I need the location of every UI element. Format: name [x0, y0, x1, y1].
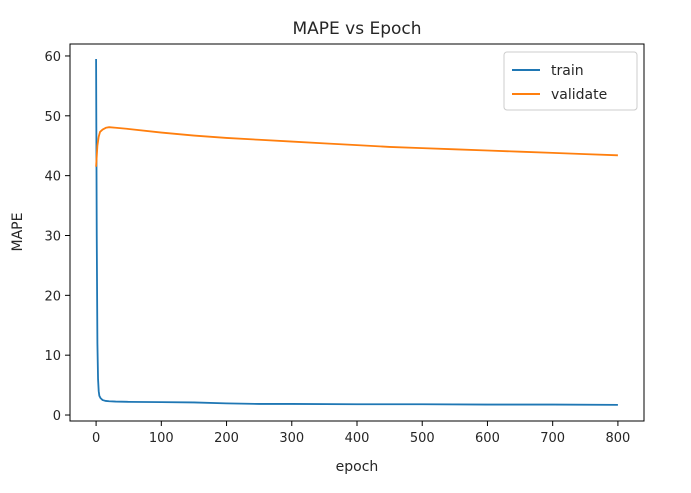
x-tick-label: 800	[605, 431, 630, 446]
x-tick-label: 500	[410, 431, 435, 446]
x-tick-label: 200	[214, 431, 239, 446]
y-axis: 0 10 20 30 40 50 60	[44, 50, 70, 424]
y-axis-label: MAPE	[10, 213, 26, 252]
x-tick-label: 0	[92, 431, 100, 446]
y-tick-label: 10	[44, 349, 61, 364]
legend: train validate	[503, 51, 638, 111]
series-line-train	[95, 58, 618, 406]
y-tick-label: 0	[53, 409, 61, 424]
series-layer	[95, 58, 618, 406]
x-tick-label: 300	[279, 431, 304, 446]
x-tick-label: 400	[345, 431, 370, 446]
x-tick-label: 700	[540, 431, 565, 446]
y-tick-label: 50	[44, 110, 61, 125]
legend-label-validate: validate	[551, 87, 607, 103]
series-line-validate	[95, 126, 618, 167]
y-tick-label: 20	[44, 289, 61, 304]
chart-title: MAPE vs Epoch	[292, 19, 421, 39]
x-tick-label: 100	[149, 431, 174, 446]
y-tick-label: 40	[44, 170, 61, 185]
x-axis-label: epoch	[336, 459, 379, 475]
x-axis: 0 100 200 300 400 500 600 700 800	[92, 421, 630, 446]
x-tick-label: 600	[475, 431, 500, 446]
legend-box	[503, 51, 638, 111]
legend-label-train: train	[551, 63, 584, 79]
y-tick-label: 60	[44, 50, 61, 65]
y-tick-label: 30	[44, 229, 61, 244]
